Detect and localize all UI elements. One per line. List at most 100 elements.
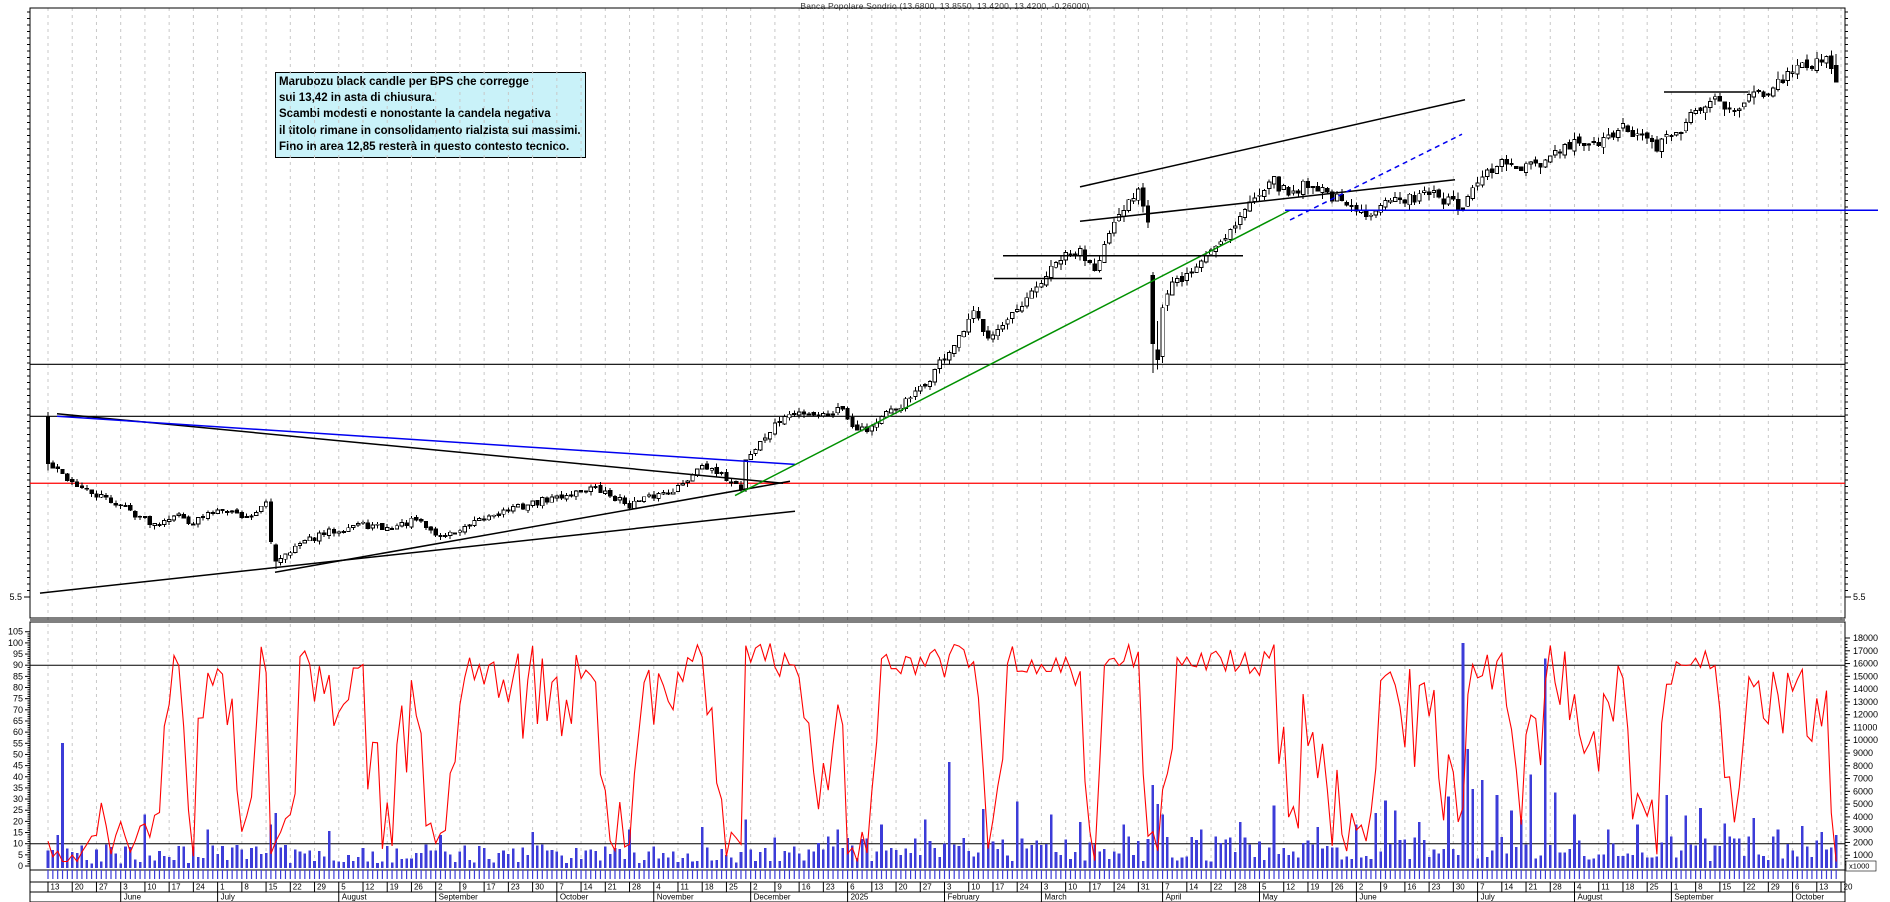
candlestick-series [45, 50, 1839, 570]
svg-text:20: 20 [899, 883, 908, 892]
svg-text:June: June [1359, 893, 1377, 902]
svg-text:6: 6 [850, 883, 855, 892]
volume-axis: 1000 2000 3000 4000 5000 6000 7000 8000 9000 1000… [1845, 633, 1878, 866]
svg-text:11: 11 [680, 883, 689, 892]
annotation-line: sui 13,42 in asta di chiusura. [279, 92, 435, 105]
svg-text:8000: 8000 [1853, 761, 1873, 771]
svg-text:50: 50 [13, 749, 23, 759]
svg-text:55: 55 [13, 738, 23, 748]
annotation-line: Fino in area 12,85 resterà in questo con… [279, 140, 570, 153]
svg-text:31: 31 [1141, 883, 1150, 892]
svg-text:22: 22 [1747, 883, 1756, 892]
svg-text:5: 5 [341, 883, 346, 892]
svg-text:95: 95 [13, 649, 23, 659]
svg-text:10000: 10000 [1853, 735, 1878, 745]
svg-text:August: August [1577, 893, 1603, 902]
svg-text:4: 4 [1577, 883, 1582, 892]
svg-text:85: 85 [13, 671, 23, 681]
svg-text:10: 10 [1068, 883, 1077, 892]
svg-text:14000: 14000 [1853, 684, 1878, 694]
svg-text:1000: 1000 [1853, 850, 1873, 860]
svg-text:28: 28 [1238, 883, 1247, 892]
svg-text:November: November [657, 893, 694, 902]
svg-text:26: 26 [1335, 883, 1344, 892]
svg-text:17: 17 [1092, 883, 1101, 892]
svg-text:5.5: 5.5 [9, 592, 22, 602]
svg-text:7: 7 [1165, 883, 1170, 892]
svg-text:July: July [1481, 893, 1495, 902]
svg-text:21: 21 [608, 883, 617, 892]
svg-text:June: June [124, 893, 142, 902]
svg-text:April: April [1166, 893, 1182, 902]
svg-text:28: 28 [1553, 883, 1562, 892]
svg-text:26: 26 [414, 883, 423, 892]
svg-text:28: 28 [632, 883, 641, 892]
svg-text:3: 3 [123, 883, 128, 892]
svg-text:March: March [1044, 893, 1066, 902]
weekly-gridlines [47, 8, 1842, 868]
svg-text:8: 8 [244, 883, 249, 892]
pane-borders [29, 7, 1846, 902]
svg-text:x1000: x1000 [1849, 862, 1869, 871]
svg-text:8: 8 [1698, 883, 1703, 892]
svg-text:6000: 6000 [1853, 786, 1873, 796]
annotation-box: Marubozu black candle per BPS che correg… [275, 72, 586, 159]
svg-text:15: 15 [269, 883, 278, 892]
stochastic-line [47, 642, 1837, 863]
svg-text:10: 10 [971, 883, 980, 892]
svg-text:35: 35 [13, 783, 23, 793]
svg-text:10: 10 [147, 883, 156, 892]
svg-text:14: 14 [584, 883, 593, 892]
svg-text:1: 1 [1674, 883, 1679, 892]
svg-text:13: 13 [51, 883, 60, 892]
svg-text:3: 3 [947, 883, 952, 892]
svg-text:7000: 7000 [1853, 774, 1873, 784]
svg-text:2: 2 [438, 883, 443, 892]
svg-text:5: 5 [1262, 883, 1267, 892]
svg-text:60: 60 [13, 727, 23, 737]
annotation-line: Marubozu black candle per BPS che correg… [279, 76, 529, 88]
svg-text:13: 13 [1819, 883, 1828, 892]
svg-text:25: 25 [13, 805, 23, 815]
svg-text:13000: 13000 [1853, 697, 1878, 707]
svg-text:23: 23 [511, 883, 520, 892]
svg-text:11000: 11000 [1853, 722, 1877, 732]
svg-text:September: September [1674, 893, 1713, 902]
svg-text:August: August [342, 893, 368, 902]
svg-text:3: 3 [1044, 883, 1049, 892]
svg-text:16000: 16000 [1853, 659, 1878, 669]
svg-text:2000: 2000 [1853, 837, 1873, 847]
svg-text:12: 12 [365, 883, 374, 892]
svg-text:17: 17 [487, 883, 496, 892]
svg-text:15: 15 [1722, 883, 1731, 892]
svg-text:20: 20 [13, 816, 23, 826]
price-axis: 5.5 5.5 [9, 11, 1866, 602]
svg-text:12: 12 [1286, 883, 1295, 892]
volume-bars [46, 643, 1838, 868]
svg-text:24: 24 [1020, 883, 1029, 892]
svg-text:May: May [1263, 893, 1278, 902]
svg-text:July: July [221, 893, 235, 902]
svg-text:6: 6 [1795, 883, 1800, 892]
svg-text:5000: 5000 [1853, 799, 1873, 809]
svg-text:December: December [754, 893, 791, 902]
svg-text:10: 10 [13, 839, 23, 849]
svg-text:27: 27 [99, 883, 108, 892]
svg-text:30: 30 [535, 883, 544, 892]
svg-text:15000: 15000 [1853, 671, 1878, 681]
svg-text:17: 17 [172, 883, 181, 892]
svg-text:27: 27 [923, 883, 932, 892]
svg-text:9000: 9000 [1853, 748, 1873, 758]
svg-text:105: 105 [8, 627, 23, 637]
svg-text:13: 13 [874, 883, 883, 892]
svg-text:24: 24 [196, 883, 205, 892]
svg-text:7: 7 [559, 883, 564, 892]
svg-text:1: 1 [220, 883, 225, 892]
svg-text:20: 20 [75, 883, 84, 892]
svg-text:23: 23 [1432, 883, 1441, 892]
svg-text:65: 65 [13, 716, 23, 726]
svg-text:October: October [560, 893, 589, 902]
svg-text:12000: 12000 [1853, 710, 1878, 720]
